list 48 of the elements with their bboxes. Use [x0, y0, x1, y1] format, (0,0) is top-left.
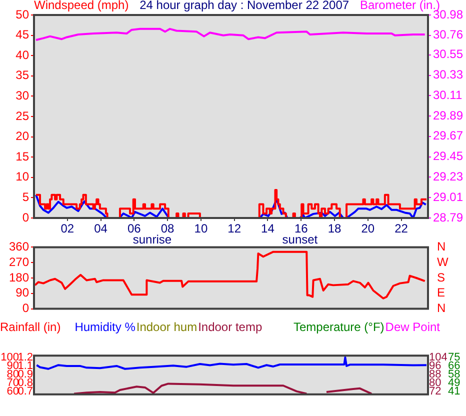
x-tick-label: 18	[328, 222, 342, 236]
y2-tick-label: 30.76	[433, 28, 464, 42]
y-tick-label: 20	[16, 129, 30, 144]
text: N	[437, 301, 446, 316]
y2-tick-label: 29.01	[433, 190, 464, 204]
text: Humidity %	[74, 320, 136, 334]
y-tick-label: 360	[8, 240, 30, 254]
text: E	[437, 286, 446, 300]
y-tick-label: 270	[8, 254, 30, 269]
y2-tick-label: 30.11	[433, 88, 462, 102]
text: Indoor temp	[198, 320, 262, 334]
text: S	[437, 270, 446, 284]
x-tick-label: 10	[194, 222, 208, 236]
legend-label: Dew Point	[385, 320, 440, 334]
x-tick-label: 22	[394, 222, 408, 236]
y2-tick-label: 29.67	[433, 128, 464, 143]
y-tick-label: 40	[16, 48, 30, 62]
y-tick-label: 35	[16, 68, 30, 82]
y-tick-label: 45	[16, 28, 30, 42]
y-tick-label: 5	[22, 190, 30, 204]
y2-tick-label: 29.89	[433, 108, 464, 122]
legend-label: Rainfall (in)	[0, 320, 61, 334]
x-tick-label: 04	[94, 222, 108, 236]
y-tick-label: 60	[6, 386, 19, 398]
y-tick-label: 30	[16, 88, 30, 103]
x-tick-label: 12	[228, 222, 242, 236]
x-tick-label: 02	[60, 222, 74, 236]
y2-tick-label: 28.79	[433, 210, 464, 224]
legend-label: Temperature (°F)	[293, 320, 384, 334]
y2-tick-label: 30.33	[433, 68, 464, 82]
y2-tick-label: 29.45	[433, 149, 464, 164]
text: W	[437, 254, 449, 269]
y-tick-label: 90	[16, 286, 30, 300]
legend-label: Indoor hum	[136, 320, 198, 334]
y-tick-label: 25	[16, 108, 30, 123]
y-tick-label: 0	[22, 210, 30, 224]
y2-tick-label: 29.23	[433, 170, 464, 184]
x-tick-label: 14	[261, 222, 275, 236]
y-tick-label: 50	[16, 7, 30, 22]
y-tick-label: 0	[22, 301, 30, 316]
y-axis-title: Windspeed (mph)	[34, 0, 129, 12]
x-tick-label: 20	[361, 222, 375, 236]
chart-title: 24 hour graph day : November 22 2007	[138, 0, 350, 12]
text: N	[437, 240, 446, 254]
y-tick-label: 180	[8, 270, 30, 284]
y-tick-label: 10	[16, 170, 30, 184]
y-tick-label: 15	[16, 149, 30, 164]
y2-tick-label: 30.55	[433, 47, 464, 62]
